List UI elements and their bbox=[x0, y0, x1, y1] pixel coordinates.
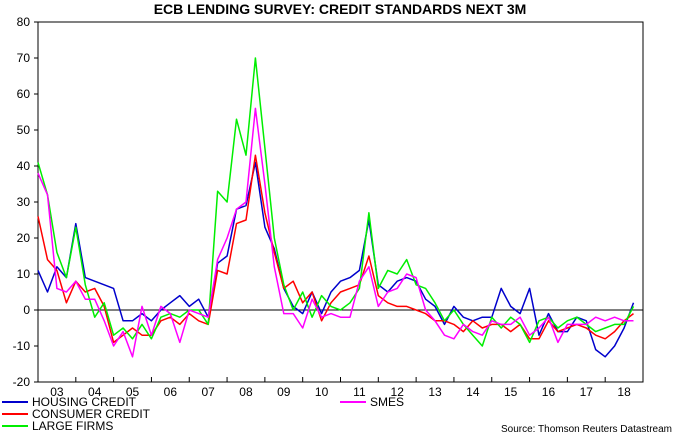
x-tick-label: 09 bbox=[277, 385, 291, 399]
x-tick-label: 06 bbox=[164, 385, 178, 399]
x-tick-label: 10 bbox=[315, 385, 329, 399]
series-line-consumer-credit bbox=[37, 154, 634, 344]
x-tick-label: 17 bbox=[580, 385, 594, 399]
x-tick-label: 16 bbox=[542, 385, 556, 399]
legend-label: HOUSING CREDIT bbox=[32, 395, 137, 409]
x-tick-label: 14 bbox=[466, 385, 480, 399]
y-tick-label: 0 bbox=[23, 303, 30, 317]
legend-item-housing-credit: HOUSING CREDIT bbox=[2, 395, 137, 409]
legend-label: LARGE FIRMS bbox=[32, 419, 113, 433]
y-tick-label: 60 bbox=[17, 87, 31, 101]
legend-item-smes: SMES bbox=[340, 395, 404, 409]
y-tick-label: -20 bbox=[13, 375, 31, 389]
x-tick-label: 04 bbox=[88, 385, 102, 399]
x-tick-label: 12 bbox=[391, 385, 405, 399]
x-tick-label: 11 bbox=[353, 385, 366, 399]
y-tick-label: 70 bbox=[17, 51, 31, 65]
x-tick-label: 03 bbox=[50, 385, 64, 399]
y-tick-label: 10 bbox=[17, 267, 31, 281]
series-line-housing-credit bbox=[37, 161, 635, 358]
y-tick-label: 30 bbox=[17, 195, 31, 209]
x-tick-label: 15 bbox=[504, 385, 518, 399]
legend-label: SMES bbox=[370, 395, 404, 409]
y-tick-label: 20 bbox=[17, 231, 31, 245]
x-tick-label: 07 bbox=[201, 385, 215, 399]
y-tick-label: -10 bbox=[13, 339, 31, 353]
y-tick-label: 80 bbox=[17, 15, 31, 29]
x-tick-label: 08 bbox=[239, 385, 253, 399]
source-note: Source: Thomson Reuters Datastream bbox=[501, 424, 672, 435]
legend-item-consumer-credit: CONSUMER CREDIT bbox=[2, 407, 151, 421]
y-tick-label: 40 bbox=[17, 159, 31, 173]
legend-item-large-firms: LARGE FIRMS bbox=[2, 419, 113, 433]
chart-title: ECB LENDING SURVEY: CREDIT STANDARDS NEX… bbox=[154, 1, 527, 17]
x-tick-label: 05 bbox=[126, 385, 140, 399]
x-tick-label: 18 bbox=[617, 385, 631, 399]
x-tick-label: 13 bbox=[428, 385, 442, 399]
legend-label: CONSUMER CREDIT bbox=[32, 407, 151, 421]
series-line-large-firms bbox=[37, 57, 635, 347]
series-line-smes bbox=[37, 107, 634, 358]
y-tick-label: 50 bbox=[17, 123, 31, 137]
plot-area: -20 -10 0 10 20 30 40 50 60 70 80 03 04 05 06 07 08 09 10 1… bbox=[13, 15, 644, 399]
